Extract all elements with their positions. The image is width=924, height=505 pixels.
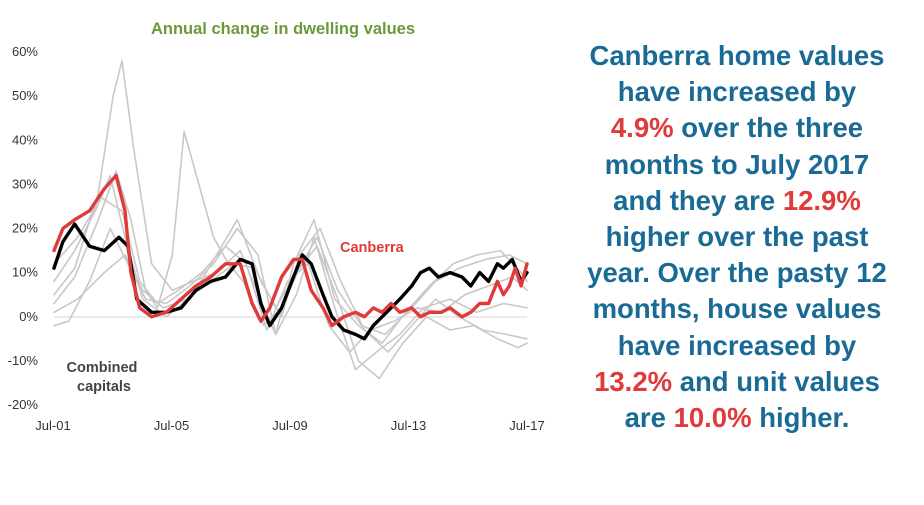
annotation-combined-capitals: Combined capitals bbox=[67, 360, 142, 395]
y-tick-label: 40% bbox=[12, 132, 38, 147]
summary-text: and unit values bbox=[672, 365, 880, 397]
summary-line: months, house values bbox=[556, 291, 918, 327]
summary-text: higher. bbox=[751, 402, 850, 434]
series-line-canberra bbox=[52, 173, 529, 328]
x-axis: Jul-01 Jul-05 Jul-09 Jul-13 Jul-17 bbox=[35, 418, 544, 433]
series-line-other-capital-5 bbox=[53, 196, 528, 353]
house-value-change: 13.2% bbox=[594, 365, 673, 397]
summary-line: 4.9% over the three bbox=[556, 110, 918, 146]
summary-text: have increased by bbox=[617, 76, 857, 108]
annual-change-value: 12.9% bbox=[782, 184, 861, 216]
summary-text: higher over the past bbox=[605, 221, 869, 253]
y-tick-label: -10% bbox=[8, 353, 39, 368]
summary-text: months to July 2017 bbox=[604, 148, 870, 180]
summary-text: and they are bbox=[613, 184, 783, 216]
y-tick-label: 20% bbox=[12, 221, 38, 236]
x-tick-label: Jul-01 bbox=[35, 418, 70, 433]
summary-text: have increased by bbox=[617, 329, 857, 361]
y-tick-label: 30% bbox=[12, 176, 38, 191]
x-tick-label: Jul-13 bbox=[391, 418, 426, 433]
summary-line: have increased by bbox=[556, 74, 918, 110]
summary-line: months to July 2017 bbox=[556, 147, 918, 183]
y-tick-label: 50% bbox=[12, 88, 38, 103]
unit-value-change: 10.0% bbox=[673, 402, 752, 434]
three-month-change-value: 4.9% bbox=[610, 112, 674, 144]
y-tick-label: -20% bbox=[8, 397, 39, 412]
y-tick-label: 60% bbox=[12, 44, 38, 59]
annotation-combined-line-1: Combined bbox=[67, 360, 138, 376]
y-axis: -20% -10% 0% 10% 20% 30% 40% 50% 60% bbox=[8, 44, 39, 412]
summary-line: higher over the past bbox=[556, 219, 918, 255]
summary-text: are bbox=[624, 402, 674, 434]
summary-line: Canberra home values bbox=[556, 38, 918, 74]
annotation-combined-line-2: capitals bbox=[77, 379, 131, 395]
series-line-other-capital-2 bbox=[53, 130, 528, 336]
summary-line: 13.2% and unit values bbox=[556, 364, 918, 400]
summary-line: year. Over the pasty 12 bbox=[556, 255, 918, 291]
summary-line: have increased by bbox=[556, 328, 918, 364]
summary-line: and they are 12.9% bbox=[556, 183, 918, 219]
series-group bbox=[52, 59, 529, 380]
chart-title: Annual change in dwelling values bbox=[151, 20, 415, 38]
summary-line: are 10.0% higher. bbox=[556, 400, 918, 436]
summary-text: year. Over the pasty 12 bbox=[587, 257, 887, 289]
summary-text: months, house values bbox=[592, 293, 882, 325]
summary-text: Canberra home values bbox=[589, 40, 885, 71]
summary-panel: Canberra home values have increased by 4… bbox=[556, 38, 918, 436]
series-line-other-capital-4 bbox=[53, 227, 528, 371]
y-tick-label: 0% bbox=[19, 309, 38, 324]
x-tick-label: Jul-09 bbox=[272, 418, 307, 433]
series-line-combined-capitals bbox=[52, 222, 529, 341]
summary-text: over the three bbox=[673, 112, 864, 144]
chart: Annual change in dwelling values -20% -10… bbox=[8, 20, 545, 433]
x-tick-label: Jul-05 bbox=[154, 418, 189, 433]
series-line-other-capital-3 bbox=[53, 174, 528, 353]
y-tick-label: 10% bbox=[12, 265, 38, 280]
annotation-canberra: Canberra bbox=[340, 240, 405, 256]
x-tick-label: Jul-17 bbox=[509, 418, 544, 433]
